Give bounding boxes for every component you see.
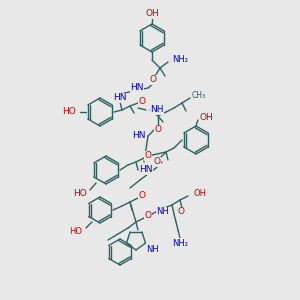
Text: O: O [154,125,161,134]
Text: O: O [139,98,145,106]
Text: O: O [154,158,160,166]
Text: NH₂: NH₂ [172,238,188,247]
Text: NH: NH [156,208,169,217]
Text: HO: HO [69,227,82,236]
Text: O: O [139,191,145,200]
Text: HN: HN [113,94,127,103]
Text: NH₂: NH₂ [172,56,188,64]
Text: HN: HN [133,131,146,140]
Text: NH: NH [150,106,164,115]
Text: HN: HN [130,83,144,92]
Text: O: O [178,208,184,217]
Text: O: O [145,152,152,160]
Text: OH: OH [200,112,214,122]
Text: OH: OH [193,190,206,199]
Text: NH: NH [146,245,159,254]
Text: HN: HN [140,166,153,175]
Text: CH₃: CH₃ [192,91,206,100]
Text: O: O [149,76,157,85]
Text: O: O [145,211,152,220]
Text: HO: HO [62,107,76,116]
Text: OH: OH [145,10,159,19]
Text: HO: HO [73,190,87,199]
